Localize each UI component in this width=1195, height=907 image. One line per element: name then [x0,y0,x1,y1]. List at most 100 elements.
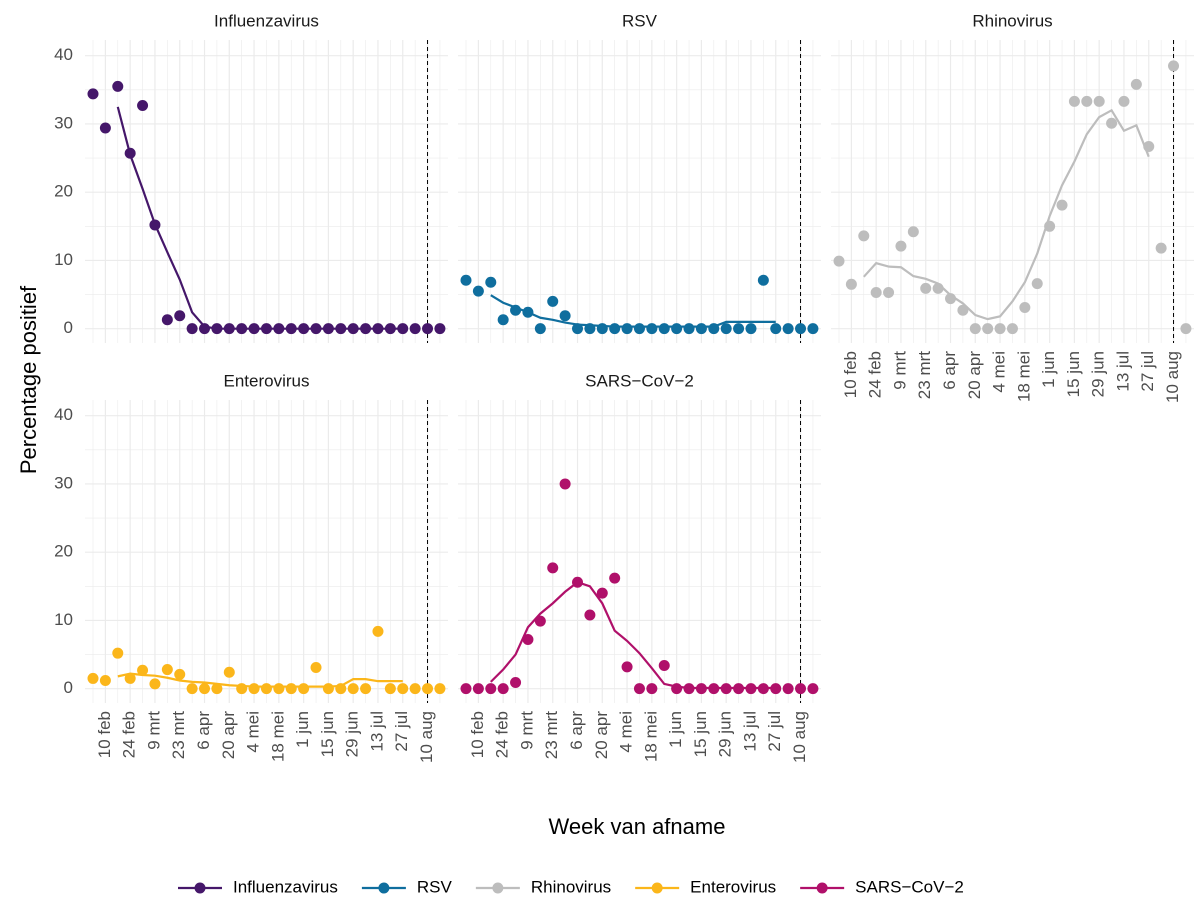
data-point [460,683,472,695]
y-tick-label: 0 [64,678,73,697]
legend-item: Enterovirus [635,877,776,896]
x-tick-label: 10 aug [790,711,809,763]
legend-item: SARS−CoV−2 [800,877,964,896]
data-point [248,323,260,335]
y-tick-label: 30 [54,113,73,132]
data-point [1056,199,1068,211]
data-point [1031,278,1043,290]
y-tick-label: 0 [64,318,73,337]
x-tick-label: 18 mei [268,711,287,762]
data-point [112,80,124,92]
facet-title: Rhinovirus [972,11,1052,30]
data-point [510,677,522,689]
data-point [1168,60,1180,72]
data-point [807,683,819,695]
data-point [609,323,621,335]
legend-key [194,882,206,894]
data-point [124,672,136,684]
x-tick-label: 1 jun [1039,351,1058,388]
facet-title: Enterovirus [224,371,310,390]
data-point [310,662,322,674]
data-point [807,323,819,335]
x-tick-label: 9 mrt [890,351,909,390]
data-point [621,661,633,673]
data-point [671,683,683,695]
data-point [870,287,882,298]
x-tick-label: 6 apr [567,711,586,750]
data-point [883,287,895,298]
legend-item: Influenzavirus [178,877,338,896]
data-point [572,323,584,335]
x-tick-label: 29 jun [716,711,735,757]
data-point [285,683,297,695]
data-point [596,587,608,599]
data-point [547,562,559,574]
data-point [236,323,248,335]
data-point [559,478,571,490]
x-tick-label: 15 jun [318,711,337,757]
data-point [1081,95,1093,107]
legend-key [651,882,663,894]
x-axis-title: Week van afname [549,814,726,839]
data-point [584,323,596,335]
data-point [260,683,272,695]
data-point [621,323,633,335]
x-tick-label: 23 mrt [915,351,934,399]
data-point [211,683,223,695]
data-point [174,668,186,680]
data-point [1180,323,1192,335]
data-point [658,659,670,671]
data-point [1044,220,1056,232]
trend-line [490,294,776,328]
data-point [409,683,421,695]
trend-line [490,580,776,690]
data-point [782,323,794,335]
data-point [1118,95,1130,107]
x-tick-label: 13 jul [367,711,386,752]
x-tick-label: 23 mrt [169,711,188,759]
data-point [522,306,534,318]
data-point [211,323,223,335]
data-point [845,278,857,290]
data-point [298,323,310,335]
data-point [895,240,907,252]
data-point [236,683,248,695]
x-tick-label: 20 apr [965,351,984,400]
legend-label: Influenzavirus [233,877,338,896]
x-tick-label: 4 mei [617,711,636,753]
data-point [434,323,446,335]
data-point [745,323,757,335]
x-tick-label: 9 mrt [517,711,536,750]
data-point [609,572,621,584]
data-point [733,323,745,335]
data-point [782,683,794,695]
data-point [1068,95,1080,107]
data-point [497,314,509,326]
data-point [460,274,472,286]
data-point [1130,78,1142,90]
data-point [994,323,1006,335]
data-point [858,230,870,242]
data-point [671,323,683,335]
data-point [695,683,707,695]
x-tick-label: 10 aug [417,711,436,763]
legend-key [492,882,504,894]
y-tick-label: 10 [54,250,73,269]
data-point [422,323,434,335]
x-tick-label: 29 jun [1089,351,1108,397]
data-point [633,683,645,695]
data-point [87,672,99,684]
x-tick-label: 9 mrt [144,711,163,750]
x-tick-label: 27 jul [765,711,784,752]
data-point [932,282,944,294]
data-point [310,323,322,335]
trend-line [117,672,403,688]
data-point [833,255,845,267]
x-tick-label: 10 feb [841,351,860,398]
data-point [99,122,111,134]
data-point [360,323,372,335]
y-tick-label: 20 [54,542,73,561]
data-point [695,323,707,335]
x-tick-label: 24 feb [493,711,512,758]
